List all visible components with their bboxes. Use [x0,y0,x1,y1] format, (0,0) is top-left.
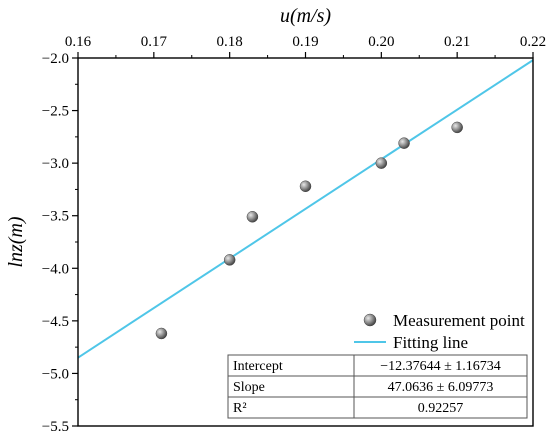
plot-frame [77,57,534,427]
x-tick-label: 0.16 [65,34,92,50]
measurement-point [375,157,388,169]
legend-label-measurement: Measurement point [393,311,525,330]
y-tick-label: −4.5 [42,314,69,330]
x-tick-label: 0.22 [520,34,546,50]
y-tick-label: −5.5 [42,419,69,435]
legend-marker-measurement [363,313,377,327]
points-layer [155,121,463,340]
x-axis-title: u(m/s) [280,5,331,27]
fit-line-layer [77,59,534,359]
fitting-line [77,59,534,359]
fit-table-label: R² [233,401,247,416]
y-tick-label: −3.0 [42,156,69,172]
measurement-point [451,121,463,134]
x-tick-label: 0.18 [217,34,243,50]
y-tick-label: −2.0 [42,51,69,67]
fit-table-frame [227,354,528,419]
measurement-point [155,327,168,340]
measurement-point [246,211,259,223]
x-tick-label: 0.19 [292,34,318,50]
fit-results-table: Intercept −12.37644 ± 1.16734 Slope 47.0636… [227,354,528,419]
axis-ticks: 0.16 0.17 0.18 0.19 0.20 0.21 0.22 −2.0 −2.5 −3.0… [42,34,546,435]
measurement-point [223,254,236,266]
y-axis-title: lnz(m) [5,216,27,267]
legend-label-fit: Fitting line [393,333,468,352]
x-tick-label: 0.17 [141,34,168,50]
x-tick-label: 0.20 [368,34,394,50]
measurement-point [398,137,410,149]
fit-table-label: Slope [233,380,265,395]
fit-table-label: Intercept [233,359,283,374]
y-tick-label: −3.5 [42,209,69,225]
fit-table-value: −12.37644 ± 1.16734 [380,359,501,374]
legend: Measurement point Fitting line [354,311,525,352]
measurement-point [299,180,312,193]
y-tick-label: −5.0 [42,366,69,382]
fit-table-value: 0.92257 [418,401,464,416]
x-tick-label: 0.21 [444,34,470,50]
fit-table-value: 47.0636 ± 6.09773 [388,380,494,395]
y-tick-label: −2.5 [42,104,69,120]
y-tick-label: −4.0 [42,261,69,277]
